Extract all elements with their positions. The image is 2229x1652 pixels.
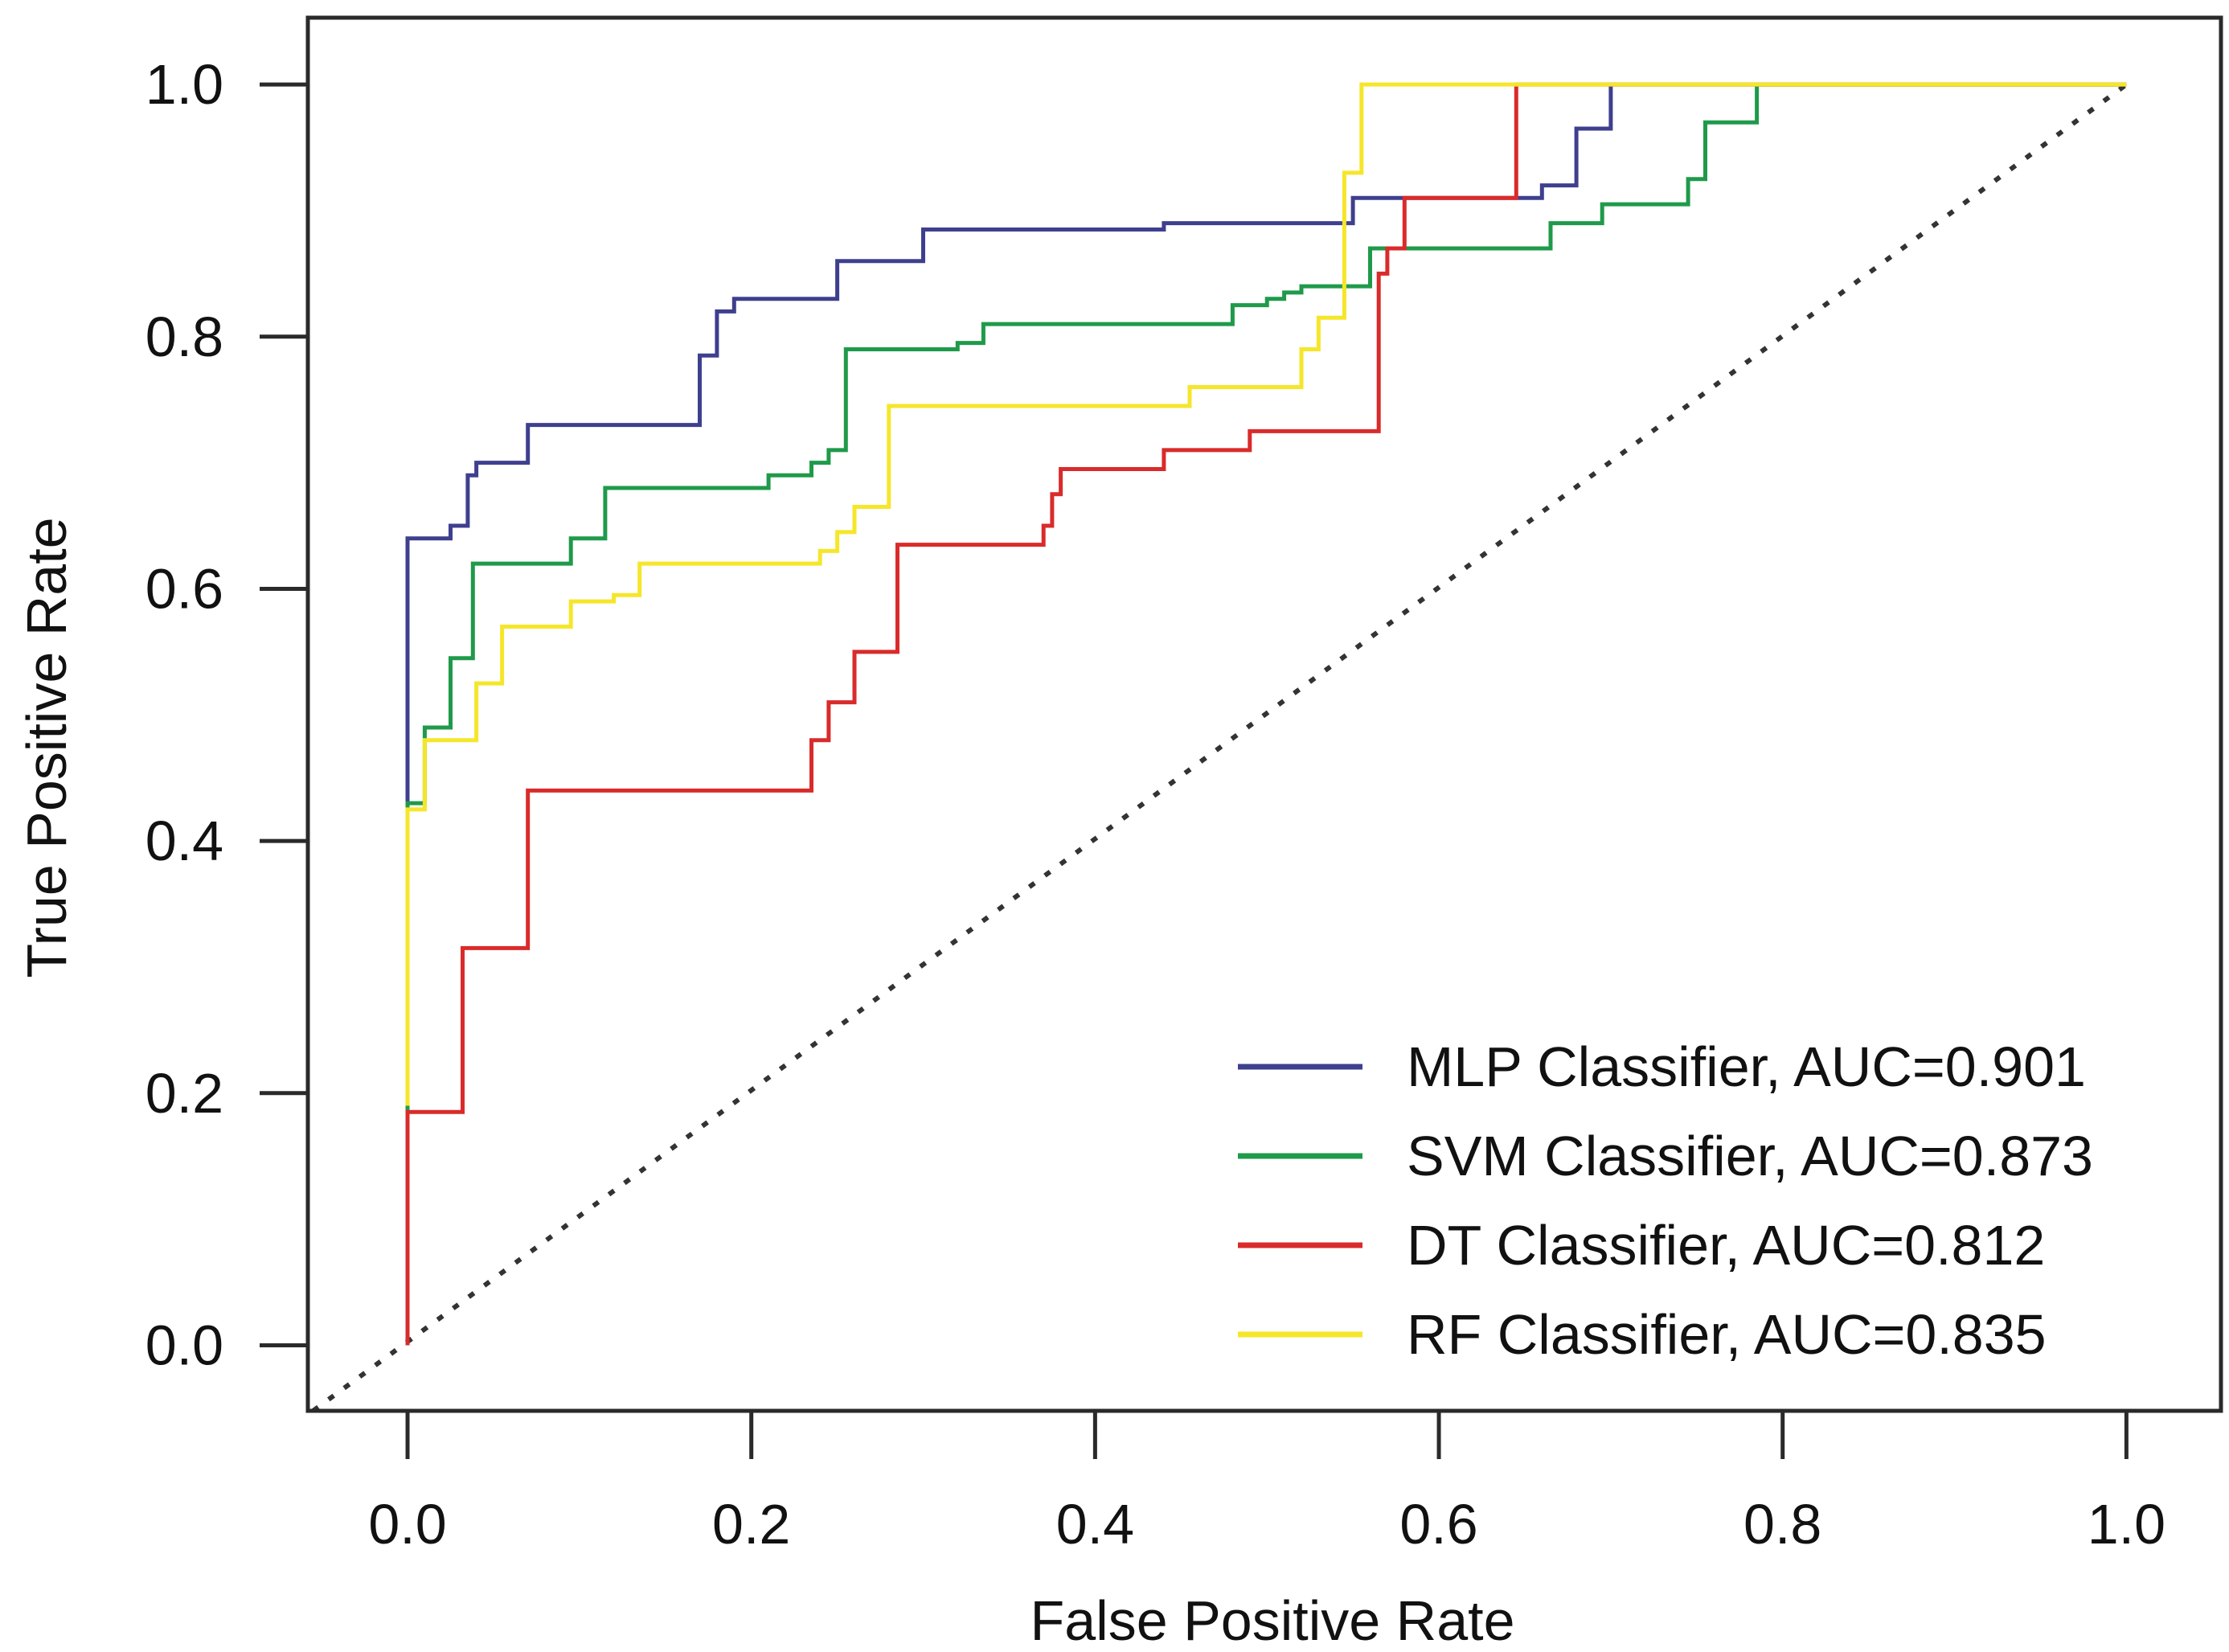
- x-axis: 0.0 0.2 0.4 0.6 0.8 1.0: [368, 1411, 2165, 1556]
- legend-label-dt: DT Classifier, AUC=0.812: [1407, 1214, 2045, 1277]
- chance-diagonal-line: [311, 82, 2129, 1413]
- x-axis-label: False Positive Rate: [1030, 1589, 1514, 1652]
- legend: MLP Classifier, AUC=0.901 SVM Classifier,…: [1238, 1035, 2093, 1366]
- y-tick-label: 0.2: [145, 1062, 223, 1125]
- x-tick-label: 0.6: [1399, 1493, 1477, 1556]
- x-tick-label: 0.4: [1056, 1493, 1134, 1556]
- y-tick-label: 0.0: [145, 1314, 223, 1376]
- y-tick-label: 0.6: [145, 557, 223, 620]
- legend-label-svm: SVM Classifier, AUC=0.873: [1407, 1125, 2093, 1187]
- y-tick-label: 1.0: [145, 53, 223, 116]
- y-axis-label: True Positive Rate: [15, 517, 78, 978]
- series-layer: [405, 82, 2127, 1346]
- legend-label-rf: RF Classifier, AUC=0.835: [1407, 1303, 2047, 1366]
- series-line-mlp: [405, 82, 2127, 1346]
- x-tick-label: 0.8: [1743, 1493, 1821, 1556]
- y-axis: 0.0 0.2 0.4 0.6 0.8 1.0: [145, 53, 308, 1376]
- legend-label-mlp: MLP Classifier, AUC=0.901: [1407, 1035, 2086, 1098]
- series-line-svm: [405, 82, 2127, 1346]
- series-line-rf: [405, 82, 2127, 1106]
- plot-frame: [305, 15, 2223, 1413]
- y-tick-label: 0.4: [145, 810, 223, 872]
- x-tick-label: 0.0: [368, 1493, 446, 1556]
- series-line-dt: [405, 82, 2127, 1346]
- x-tick-label: 0.2: [712, 1493, 790, 1556]
- reference-layer: [311, 82, 2129, 1413]
- x-tick-label: 1.0: [2088, 1493, 2165, 1556]
- y-tick-label: 0.8: [145, 305, 223, 368]
